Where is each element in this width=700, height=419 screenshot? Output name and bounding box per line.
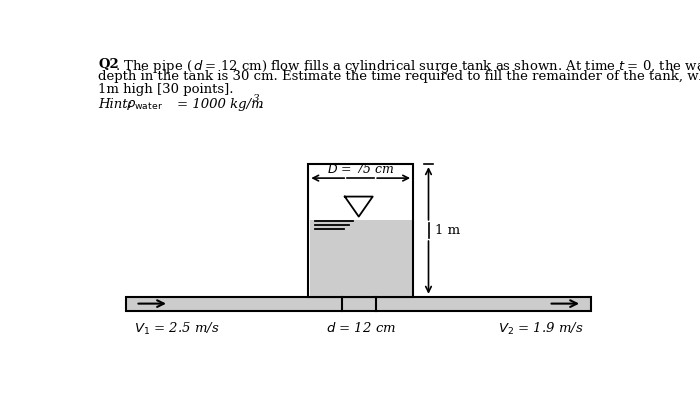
Bar bbox=[309, 220, 412, 297]
Text: depth in the tank is 30 cm. Estimate the time required to fill the remainder of : depth in the tank is 30 cm. Estimate the… bbox=[98, 70, 700, 83]
Text: = 1000 kg/m: = 1000 kg/m bbox=[176, 98, 263, 111]
Bar bbox=[309, 164, 413, 297]
Text: $V_2$ = 1.9 m/s: $V_2$ = 1.9 m/s bbox=[498, 321, 584, 337]
Text: $V_1$ = 2.5 m/s: $V_1$ = 2.5 m/s bbox=[134, 321, 219, 337]
Text: Q2: Q2 bbox=[98, 58, 119, 71]
Bar bbox=[343, 295, 374, 296]
Bar bbox=[126, 297, 592, 310]
Text: Hint:: Hint: bbox=[98, 98, 136, 111]
Text: 3: 3 bbox=[253, 94, 259, 103]
Text: 1m high [30 points].: 1m high [30 points]. bbox=[98, 83, 234, 96]
Text: $d$ = 12 cm: $d$ = 12 cm bbox=[326, 321, 395, 335]
Text: $D$ = 75 cm: $D$ = 75 cm bbox=[327, 162, 395, 176]
Text: .: . bbox=[258, 98, 262, 111]
Text: 1 m: 1 m bbox=[435, 224, 460, 237]
Text: $\rho_{\mathrm{water}}$: $\rho_{\mathrm{water}}$ bbox=[126, 98, 163, 112]
Text: . The pipe ( $d$ = 12 cm) flow fills a cylindrical surge tank as shown. At time : . The pipe ( $d$ = 12 cm) flow fills a c… bbox=[115, 58, 700, 75]
